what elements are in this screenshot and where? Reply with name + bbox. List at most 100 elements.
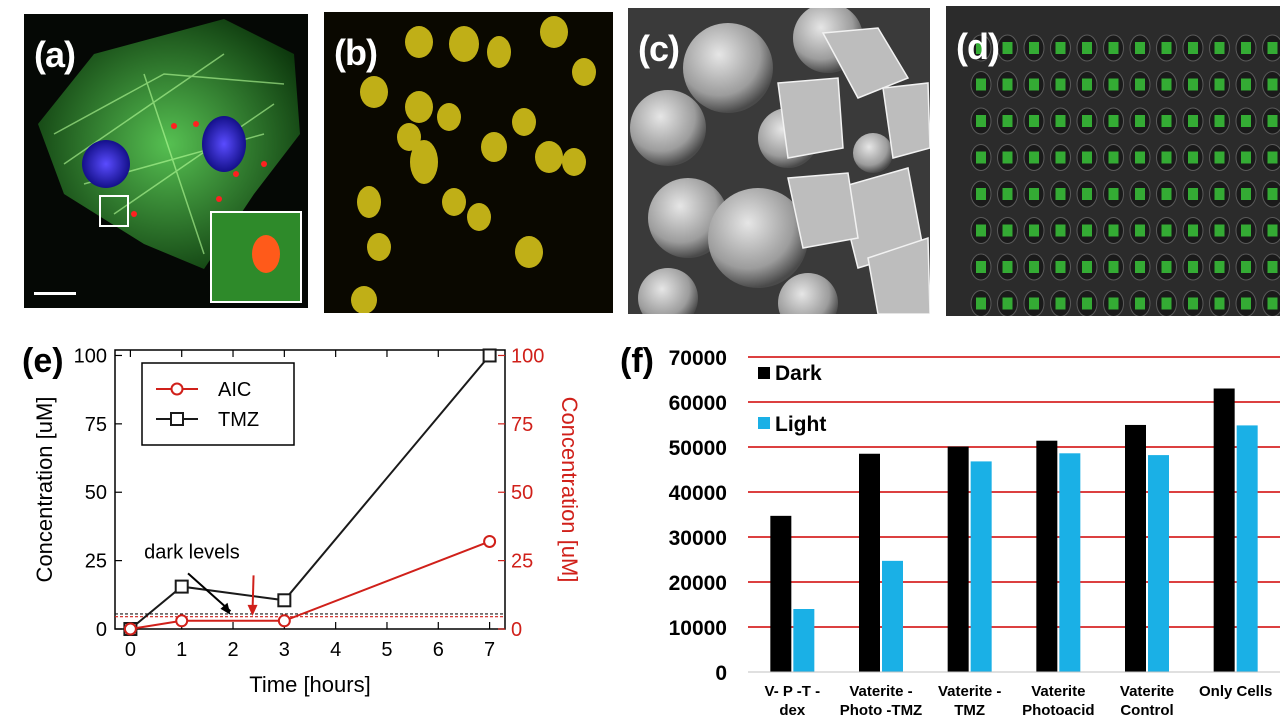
x-tick-label: 6: [433, 639, 444, 661]
well-fluorescence: [1161, 115, 1172, 127]
well-fluorescence: [1188, 224, 1198, 237]
well-fluorescence: [976, 78, 986, 91]
well-fluorescence: [1267, 297, 1278, 310]
well-fluorescence: [1214, 42, 1225, 54]
well-fluorescence: [1188, 115, 1198, 127]
panel-label-d: (d): [956, 26, 1000, 67]
legend-swatch-light: [758, 417, 770, 429]
panel-label-f: (f): [620, 342, 654, 380]
legend-box: [141, 362, 295, 446]
well-fluorescence: [1135, 297, 1145, 310]
well-fluorescence: [1267, 151, 1278, 164]
well-fluorescence: [1002, 224, 1013, 237]
y-tick-label: 0: [96, 619, 107, 641]
plot-frame: [114, 349, 506, 630]
y-tick-label: 75: [85, 414, 107, 436]
data-point-aic: [123, 622, 137, 636]
y-tick-label: 0: [715, 662, 727, 685]
panel-label-e: (e): [22, 342, 64, 380]
legend-marker-tmz: [170, 412, 184, 426]
bar-light: [1148, 455, 1169, 672]
bar-light: [1236, 425, 1258, 672]
well-fluorescence: [1108, 188, 1119, 200]
bar-light: [882, 560, 903, 672]
legend-label-dark: Dark: [775, 362, 822, 385]
x-axis-label: Time [hours]: [249, 672, 370, 697]
x-tick-label: 3: [279, 639, 290, 661]
legend-swatch-dark: [758, 367, 770, 379]
micrograph-d: (d): [946, 6, 1280, 316]
well-fluorescence: [1135, 151, 1145, 164]
category-label-line2: dex: [779, 702, 806, 719]
well-fluorescence: [1135, 115, 1145, 127]
category-label-line2: TMZ: [954, 702, 985, 719]
well-fluorescence: [976, 115, 986, 127]
cell-fluorescence-image: [34, 19, 302, 303]
well-fluorescence: [1267, 261, 1278, 273]
well-fluorescence: [1188, 261, 1198, 273]
data-point-aic: [483, 534, 497, 548]
data-point-tmz: [482, 348, 497, 363]
x-tick-label: 5: [381, 639, 392, 661]
well-fluorescence: [976, 297, 986, 310]
well-fluorescence: [1241, 297, 1251, 310]
category-label: Vaterite -: [938, 683, 1001, 700]
well-fluorescence: [1214, 297, 1225, 310]
bar-dark: [1036, 440, 1058, 672]
y-axis-label-right: Concentration [uM]: [557, 397, 582, 583]
well-fluorescence: [1267, 115, 1278, 127]
well-fluorescence: [1055, 42, 1066, 54]
bar-dark: [859, 453, 880, 672]
well-fluorescence: [1029, 78, 1039, 91]
category-label: Only Cells: [1199, 683, 1272, 700]
annotation-arrowhead-black: [220, 602, 231, 615]
series-line-aic: [130, 540, 490, 630]
well-fluorescence: [1188, 151, 1198, 164]
well-fluorescence: [1108, 297, 1119, 310]
well-fluorescence: [1241, 261, 1251, 273]
well-fluorescence: [1188, 188, 1198, 200]
well-fluorescence: [976, 151, 986, 164]
y-tick-label: 70000: [669, 347, 727, 370]
x-tick-label: 4: [330, 639, 341, 661]
well-fluorescence: [1161, 188, 1172, 200]
bar-light: [970, 461, 992, 672]
panel-label-b: (b): [334, 32, 378, 73]
well-fluorescence: [1161, 151, 1172, 164]
annotation-arrow-black: [187, 572, 232, 612]
well-fluorescence: [1055, 261, 1066, 273]
well-fluorescence: [1161, 78, 1172, 91]
yellow-nuclei-image: [351, 16, 596, 313]
well-fluorescence: [1002, 42, 1013, 54]
category-label: V- P -T -: [765, 683, 821, 700]
x-tick-label: 0: [125, 639, 136, 661]
well-fluorescence: [976, 42, 986, 54]
well-fluorescence: [1108, 151, 1119, 164]
well-fluorescence: [1002, 115, 1013, 127]
bar-dark: [1213, 388, 1235, 672]
micrograph-a: (a): [24, 14, 308, 308]
category-label: Vaterite -: [849, 683, 912, 700]
y-tick-label: 60000: [669, 392, 727, 415]
y-tick-label-right: 25: [511, 551, 533, 573]
well-fluorescence: [1241, 42, 1251, 54]
well-fluorescence: [1082, 78, 1092, 91]
well-fluorescence: [1002, 261, 1013, 273]
bar-light: [1059, 453, 1081, 672]
bar-dark: [770, 515, 792, 672]
well-fluorescence: [1108, 78, 1119, 91]
well-fluorescence: [1055, 115, 1066, 127]
y-tick-label: 30000: [669, 527, 727, 550]
well-fluorescence: [1029, 297, 1039, 310]
data-point-tmz: [277, 593, 292, 608]
well-fluorescence: [1214, 188, 1225, 200]
well-fluorescence: [1029, 115, 1039, 127]
well-fluorescence: [1082, 115, 1092, 127]
series-line-tmz: [129, 354, 491, 630]
well-fluorescence: [1135, 188, 1145, 200]
well-fluorescence: [1055, 224, 1066, 237]
category-label: Vaterite: [1031, 683, 1085, 700]
legend-marker-aic: [170, 382, 184, 396]
well-fluorescence: [1188, 78, 1198, 91]
